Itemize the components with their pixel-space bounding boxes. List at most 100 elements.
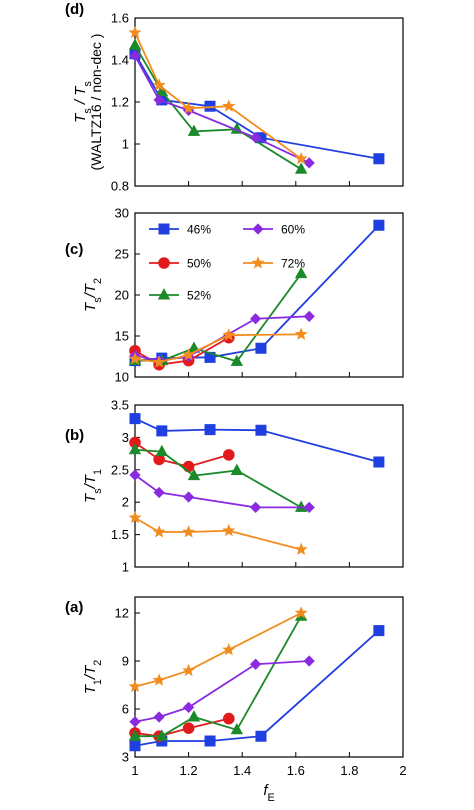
- legend-swatch-marker: [157, 288, 171, 300]
- legend: 46% 60% 50% 72% 52%: [149, 223, 305, 303]
- legend-swatch-marker: [251, 256, 265, 269]
- series-72pct: [128, 606, 308, 693]
- x-tick-label: 1.8: [340, 763, 358, 778]
- data-point: [128, 352, 142, 365]
- data-point: [223, 449, 235, 461]
- data-point: [156, 425, 168, 437]
- data-point: [373, 625, 385, 637]
- series-46pct: [129, 413, 385, 468]
- series-line: [134, 224, 380, 362]
- data-point: [128, 679, 142, 693]
- panel-label: (c): [65, 241, 83, 258]
- data-point: [294, 542, 308, 556]
- data-point: [128, 38, 142, 50]
- y-tick-label: 1.5: [111, 527, 129, 542]
- data-point: [373, 153, 385, 165]
- data-point: [182, 460, 195, 473]
- legend-entry: 50%: [149, 257, 211, 271]
- data-point: [152, 355, 166, 368]
- x-tick-label: 1.6: [287, 763, 305, 778]
- data-point: [249, 658, 262, 670]
- y-tick-label: 1: [122, 137, 129, 152]
- series-46pct: [129, 625, 385, 752]
- data-point: [294, 151, 308, 165]
- y-tick-label: 2: [122, 495, 129, 510]
- legend-swatch-marker: [158, 257, 170, 269]
- legend-label: 46%: [187, 223, 211, 237]
- data-point: [249, 501, 262, 514]
- legend-entry: 72%: [243, 256, 305, 271]
- series-52pct: [128, 266, 308, 366]
- series-line: [134, 441, 230, 468]
- series-52pct: [128, 38, 308, 174]
- data-point: [373, 219, 385, 231]
- panel-label: (d): [65, 1, 84, 18]
- legend-label: 60%: [281, 223, 305, 237]
- data-point: [155, 444, 169, 457]
- series-46pct: [129, 48, 385, 165]
- data-point: [303, 157, 315, 169]
- x-axis-label: fE: [263, 782, 274, 804]
- y-axis-label: Ts/T2: [82, 278, 104, 312]
- data-point: [128, 25, 142, 39]
- data-point: [204, 735, 216, 747]
- legend-swatch-marker: [252, 223, 264, 235]
- legend-entry: 60%: [243, 223, 305, 237]
- data-point: [182, 101, 196, 114]
- y-axis-label-secondary: (WALTZ16 / non-dec ): [88, 34, 104, 171]
- y-axis-label: Ts / Ts: [72, 81, 94, 123]
- data-point: [182, 663, 196, 677]
- data-point: [152, 673, 166, 686]
- data-point: [294, 327, 308, 340]
- y-tick-label: 10: [115, 370, 129, 385]
- y-tick-label: 0.8: [111, 179, 129, 194]
- data-point: [222, 523, 236, 537]
- data-point: [255, 424, 267, 436]
- series-line: [134, 717, 230, 738]
- x-tick-label: 1: [131, 763, 138, 778]
- data-point: [182, 348, 196, 361]
- panel-label: (b): [65, 427, 84, 444]
- series-line: [134, 629, 380, 747]
- y-tick-label: 30: [115, 206, 129, 221]
- data-point: [249, 313, 262, 325]
- series-72pct: [128, 25, 308, 165]
- data-point: [152, 78, 166, 91]
- data-point: [294, 606, 308, 619]
- series-line: [134, 55, 310, 164]
- data-point: [255, 342, 267, 354]
- data-point: [294, 162, 308, 174]
- data-point: [129, 716, 141, 728]
- legend-label: 50%: [187, 257, 211, 271]
- y-tick-label: 1.2: [111, 95, 129, 110]
- y-tick-label: 2.5: [111, 462, 129, 477]
- data-point: [303, 655, 315, 667]
- data-point: [230, 354, 244, 366]
- y-tick-label: 1.4: [111, 53, 129, 68]
- data-point: [204, 424, 216, 436]
- series-72pct: [128, 327, 308, 368]
- data-point: [187, 710, 201, 722]
- y-axis-label: T1/T2: [82, 660, 104, 695]
- data-point: [182, 525, 196, 538]
- data-point: [222, 328, 236, 341]
- series-50pct: [129, 712, 235, 743]
- series-52pct: [128, 442, 308, 512]
- data-point: [152, 525, 166, 538]
- chart-panel-b: 1 1.5 2 2.5 3 3.5 (b) Ts/T1: [65, 398, 404, 575]
- y-tick-label: 15: [115, 329, 129, 344]
- data-point: [128, 729, 142, 741]
- data-point: [187, 468, 201, 481]
- y-tick-label: 12: [115, 606, 129, 621]
- data-point: [303, 310, 315, 322]
- legend-entry: 52%: [149, 288, 211, 303]
- data-point: [182, 491, 195, 503]
- data-point: [222, 99, 236, 112]
- chart-panel-c: 10 15 20 25 30 (c) Ts/T2 46% 60% 50% 72% 52%: [65, 206, 404, 385]
- data-point: [249, 132, 262, 144]
- legend-label: 52%: [187, 289, 211, 303]
- data-point: [153, 711, 165, 723]
- data-point: [294, 500, 308, 512]
- y-tick-label: 1.6: [111, 11, 129, 26]
- series-line: [134, 660, 310, 723]
